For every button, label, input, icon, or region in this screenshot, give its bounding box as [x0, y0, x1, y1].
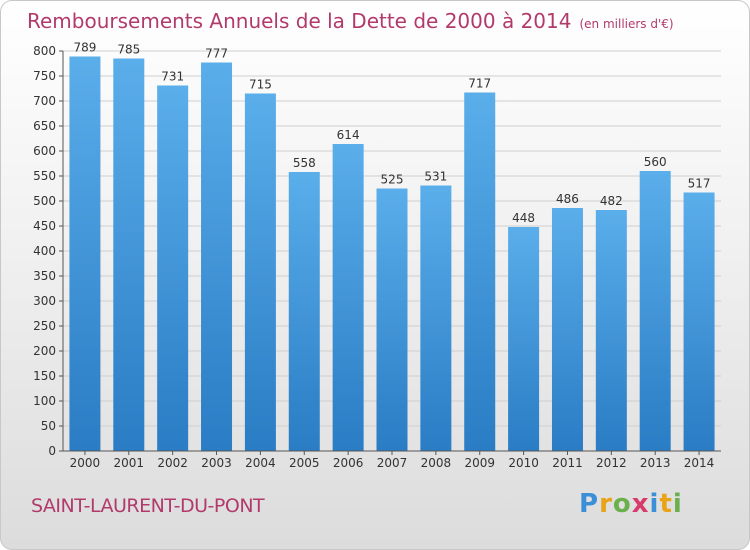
- bar-value-label: 789: [73, 41, 96, 55]
- x-tick-label: 2010: [508, 456, 539, 470]
- y-tick-label: 100: [33, 394, 56, 408]
- logo-letter: i: [649, 489, 660, 519]
- bar-2014: [683, 192, 715, 451]
- logo-letter: o: [612, 489, 632, 519]
- chart-unit: (en milliers d'€): [579, 17, 674, 31]
- bar-2010: [508, 227, 540, 451]
- logo-letter: x: [631, 489, 650, 519]
- bar-value-label: 448: [512, 211, 535, 225]
- bar-2000: [69, 56, 101, 451]
- bar-value-label: 785: [117, 43, 140, 57]
- x-tick-label: 2009: [464, 456, 495, 470]
- y-tick-label: 750: [33, 69, 56, 83]
- x-tick-label: 2014: [684, 456, 715, 470]
- bar-2011: [551, 208, 583, 451]
- bar-2009: [464, 92, 496, 451]
- y-tick-label: 50: [41, 419, 56, 433]
- logo-letter: t: [659, 489, 673, 519]
- logo-letter: i: [672, 489, 683, 519]
- y-tick-label: 700: [33, 94, 56, 108]
- x-tick-label: 2005: [289, 456, 320, 470]
- bar-value-label: 525: [381, 173, 404, 187]
- y-tick-label: 650: [33, 119, 56, 133]
- bar-2012: [595, 210, 627, 451]
- y-axis: 0 50 100 150 200 250 300 350 400 450 500 550 600 650 7…: [33, 44, 64, 458]
- y-tick-label: 400: [33, 244, 56, 258]
- y-tick-label: 600: [33, 144, 56, 158]
- bar-value-label: 486: [556, 192, 579, 206]
- bar-2013: [639, 171, 671, 451]
- x-tick-label: 2000: [70, 456, 101, 470]
- y-tick-label: 350: [33, 269, 56, 283]
- bar-2003: [201, 62, 233, 451]
- y-tick-label: 800: [33, 44, 56, 58]
- y-tick-label: 300: [33, 294, 56, 308]
- chart-title-text: Remboursements Annuels de la Dette de 20…: [27, 9, 572, 33]
- commune-name: SAINT-LAURENT-DU-PONT: [31, 495, 265, 517]
- y-tick-label: 0: [48, 444, 56, 458]
- y-tick-label: 200: [33, 344, 56, 358]
- x-tick-label: 2006: [333, 456, 364, 470]
- x-tick-label: 2003: [201, 456, 232, 470]
- chart-title: Remboursements Annuels de la Dette de 20…: [27, 9, 674, 33]
- proxiti-logo: Proxiti: [579, 489, 683, 519]
- y-tick-label: 150: [33, 369, 56, 383]
- bar-2008: [420, 185, 452, 451]
- x-tick-label: 2001: [114, 456, 145, 470]
- bar-value-label: 482: [600, 194, 623, 208]
- bar-2006: [332, 144, 364, 451]
- x-tick-label: 2013: [640, 456, 671, 470]
- x-tick-label: 2008: [421, 456, 452, 470]
- bar-2004: [244, 93, 276, 451]
- bar-value-label: 715: [249, 78, 272, 92]
- bar-value-label: 558: [293, 156, 316, 170]
- x-tick-label: 2002: [157, 456, 188, 470]
- logo-letter: r: [599, 489, 613, 519]
- y-tick-label: 250: [33, 319, 56, 333]
- bar-2001: [113, 58, 145, 451]
- bar-2002: [157, 85, 189, 451]
- bar-value-label: 560: [644, 155, 667, 169]
- x-axis: 2000 2001 2002 2003 2004 2005 2006 2007 2008 2009…: [63, 450, 721, 470]
- bar-value-label: 717: [468, 77, 491, 91]
- y-tick-label: 450: [33, 219, 56, 233]
- bar-2007: [376, 188, 408, 451]
- logo-letter: P: [579, 489, 600, 519]
- x-tick-label: 2004: [245, 456, 276, 470]
- x-tick-label: 2007: [377, 456, 408, 470]
- bar-value-label: 517: [688, 177, 711, 191]
- y-tick-label: 500: [33, 194, 56, 208]
- bar-2005: [288, 172, 320, 451]
- x-tick-label: 2012: [596, 456, 627, 470]
- bar-value-label: 731: [161, 70, 184, 84]
- bar-value-label: 614: [337, 128, 360, 142]
- bars: 789 785 731 777 715 558 614 525 531 717 448 486 482 5…: [69, 41, 715, 451]
- x-tick-label: 2011: [552, 456, 583, 470]
- bar-value-label: 777: [205, 47, 228, 61]
- bar-value-label: 531: [424, 170, 447, 184]
- y-tick-label: 550: [33, 169, 56, 183]
